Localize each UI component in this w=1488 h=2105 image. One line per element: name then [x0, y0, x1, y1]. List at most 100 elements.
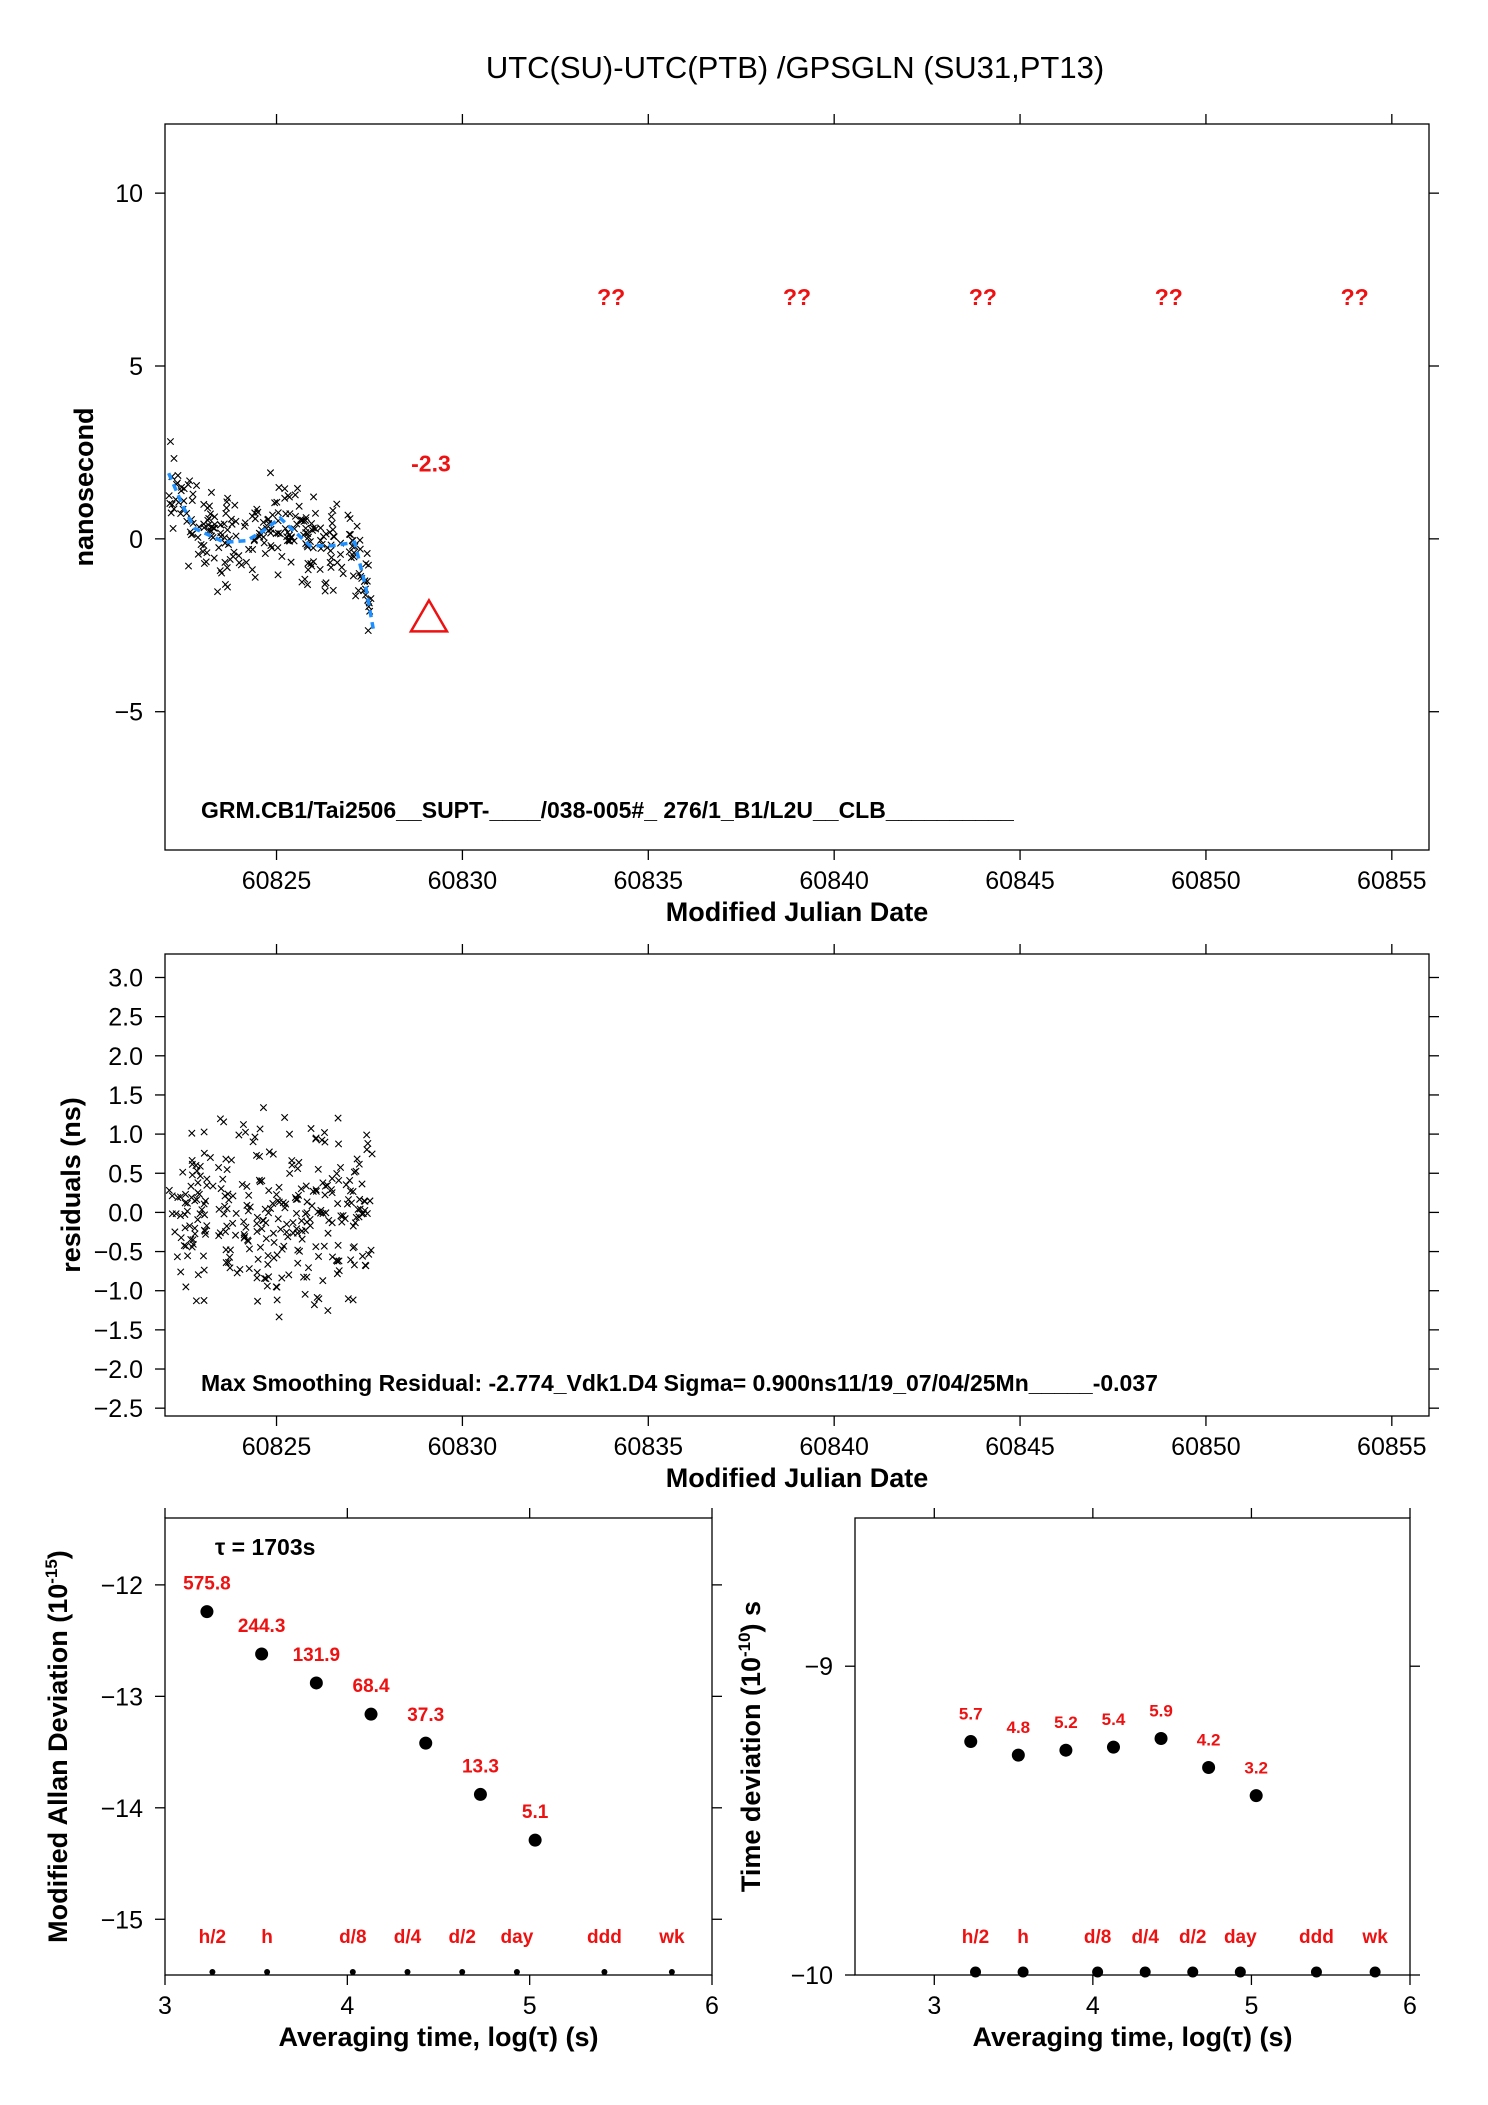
y-tick-label: 2.5 [108, 1004, 143, 1032]
measurement-point [265, 526, 273, 535]
residual-point [265, 1273, 273, 1281]
residual-point [265, 1148, 273, 1156]
measurement-point [242, 558, 250, 566]
measurement-point [165, 492, 173, 500]
interval-marker [1369, 1966, 1381, 1978]
interval-marker [264, 1969, 271, 1975]
measurement-point [278, 552, 286, 561]
interval-marker [1187, 1966, 1199, 1978]
measurement-point [188, 496, 196, 505]
measurement-point [281, 485, 289, 493]
plot-frame [854, 1517, 1411, 1976]
measurement-point [213, 588, 222, 596]
residual-point [245, 1245, 254, 1253]
measurement-point [281, 525, 289, 533]
residual-point [294, 1246, 302, 1254]
residual-point [339, 1211, 347, 1220]
measurement-point [326, 558, 334, 567]
residual-point [333, 1257, 341, 1265]
residual-point [289, 1218, 297, 1227]
interval-label: day [501, 1927, 534, 1948]
residual-point [223, 1166, 231, 1174]
residual-point [336, 1163, 345, 1172]
measurement-point [281, 494, 289, 502]
residual-point [174, 1193, 182, 1202]
residual-point [278, 1274, 286, 1282]
chart-title: UTC(SU)-UTC(PTB) /GPSGLN (SU31,PT13) [486, 50, 1104, 85]
residual-point [179, 1168, 187, 1176]
residual-point [312, 1187, 320, 1195]
residual-point [196, 1210, 204, 1218]
deviation-point [200, 1605, 214, 1619]
residual-point [193, 1167, 201, 1175]
residual-point [368, 1150, 376, 1158]
measurement-point [248, 512, 256, 520]
measurement-point [319, 532, 328, 541]
interval-marker [459, 1969, 466, 1975]
residual-point [200, 1211, 209, 1219]
residual-point [363, 1146, 371, 1154]
measurement-point [274, 509, 282, 517]
residual-summary-footer: Max Smoothing Residual: -2.774_Vdk1.D4 S… [201, 1370, 1158, 1396]
residual-point [196, 1172, 204, 1180]
deviation-point [1154, 1731, 1168, 1745]
measurement-point [232, 532, 240, 540]
unknown-marker-label: ?? [597, 284, 625, 310]
y-tick-label: −10 [791, 1962, 833, 1990]
residual-point [265, 1187, 273, 1195]
x-tick-label: 3 [927, 1992, 941, 2020]
residual-point [253, 1274, 261, 1282]
y-tick-label: 0 [129, 526, 143, 554]
residual-point [292, 1195, 300, 1203]
measurement-point [268, 511, 277, 519]
deviation-point [1202, 1760, 1216, 1774]
interval-marker [1234, 1966, 1246, 1978]
measurement-point [271, 499, 279, 507]
residual-point [314, 1252, 323, 1261]
measurement-point [170, 454, 178, 462]
residual-point [188, 1243, 196, 1251]
residual-point [324, 1229, 332, 1237]
deviation-point [364, 1707, 378, 1721]
x-tick-label: 60855 [1357, 1433, 1427, 1461]
measurement-point [207, 523, 216, 531]
residual-point [319, 1179, 327, 1187]
residual-point [215, 1205, 223, 1213]
deviation-value-label: 37.3 [407, 1705, 444, 1726]
measurement-point [222, 504, 231, 512]
deviation-value-label: 5.9 [1149, 1701, 1173, 1720]
measurement-point [302, 514, 310, 522]
measurement-point [229, 552, 237, 561]
residual-point [176, 1193, 185, 1201]
residual-point [221, 1192, 229, 1200]
residual-point [254, 1255, 262, 1263]
measurement-point [344, 511, 352, 519]
measurement-point [170, 505, 178, 513]
measurement-point [266, 469, 275, 477]
residual-point [255, 1176, 263, 1184]
measurement-point [217, 569, 226, 577]
residual-point [180, 1241, 188, 1250]
y-tick-label: −14 [101, 1795, 144, 1823]
residual-point [301, 1226, 310, 1234]
residual-point [278, 1245, 286, 1253]
interval-label: h [261, 1927, 273, 1948]
measurement-point [223, 498, 231, 506]
residual-point [270, 1238, 278, 1246]
residual-point [195, 1190, 203, 1198]
residual-point [240, 1218, 248, 1226]
y-tick-label: 3.0 [108, 964, 143, 992]
residual-point [201, 1230, 210, 1238]
residual-point [335, 1176, 343, 1185]
residual-point [284, 1233, 292, 1241]
residual-point [344, 1295, 352, 1303]
measurement-point [347, 554, 355, 562]
residual-point [270, 1254, 278, 1262]
residual-point [187, 1235, 195, 1244]
x-tick-label: 60840 [799, 867, 869, 895]
x-tick-label: 3 [158, 1992, 172, 2020]
residual-point [259, 1216, 267, 1225]
measurement-point [200, 541, 208, 550]
measurement-point [189, 490, 197, 498]
measurement-point [223, 564, 231, 572]
